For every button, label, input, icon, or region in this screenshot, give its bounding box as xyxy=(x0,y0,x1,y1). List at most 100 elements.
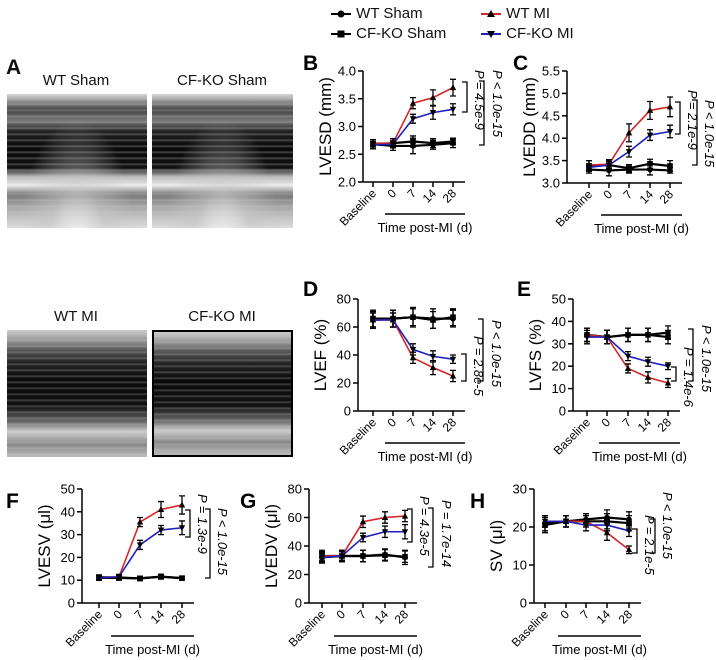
data-point xyxy=(666,103,674,110)
y-tick-label: 20 xyxy=(61,550,75,565)
y-tick-label: 40 xyxy=(337,348,351,363)
x-tick-label: 14 xyxy=(420,415,440,435)
y-tick-label: 40 xyxy=(61,504,75,519)
x-axis-label: Time post-MI (d) xyxy=(594,221,689,236)
y-tick-label: 10 xyxy=(513,558,527,573)
series-wt-mi xyxy=(95,495,186,581)
x-axis-label: Time post-MI (d) xyxy=(378,449,473,464)
data-point xyxy=(449,372,457,379)
x-tick-label: 14 xyxy=(372,607,392,627)
panel-letter: E xyxy=(517,278,531,301)
y-axis-label: SV (μl) xyxy=(487,520,506,572)
data-point xyxy=(646,132,654,139)
significance-bracket xyxy=(650,518,656,554)
y-tick-label: 4.5 xyxy=(542,108,560,123)
legend-label: WT Sham xyxy=(356,5,423,22)
data-point xyxy=(644,373,652,380)
data-point xyxy=(115,574,123,581)
panel-letter-a: A xyxy=(6,56,22,79)
y-axis-label: LVESD (mm) xyxy=(316,77,335,176)
data-point xyxy=(625,546,633,553)
x-tick-label: 7 xyxy=(131,607,146,622)
data-point xyxy=(136,542,144,549)
y-axis-label: LVEDD (mm) xyxy=(520,77,539,177)
y-axis-label: LVESV (μl) xyxy=(35,504,54,587)
y-tick-label: 20 xyxy=(337,376,351,391)
data-point xyxy=(157,527,165,534)
legend-label: CF-KO MI xyxy=(506,25,574,42)
data-point xyxy=(136,518,144,525)
data-point xyxy=(409,99,417,106)
data-point xyxy=(667,163,673,169)
y-tick-label: 3.5 xyxy=(338,91,356,106)
data-point xyxy=(381,514,389,520)
y-tick-label: 20 xyxy=(288,567,302,582)
y-tick-label: 50 xyxy=(61,482,75,497)
significance-bracket xyxy=(688,328,694,382)
y-tick-label: 60 xyxy=(288,510,302,525)
data-point xyxy=(449,84,457,91)
y-axis-label: LVEF (%) xyxy=(311,319,330,391)
y-tick-label: 5.0 xyxy=(542,86,560,101)
x-tick-label: 0 xyxy=(110,607,125,622)
y-tick-label: 0 xyxy=(559,404,566,419)
data-point xyxy=(137,575,143,582)
x-tick-label: 28 xyxy=(440,415,460,435)
panel-letter: D xyxy=(303,278,318,301)
p-value-annotation: P = 2.1e-5 xyxy=(642,515,657,576)
data-point xyxy=(625,528,633,535)
significance-bracket xyxy=(478,318,484,382)
legend-label: WT MI xyxy=(506,5,551,22)
data-point xyxy=(389,317,397,324)
data-point xyxy=(449,106,457,113)
data-point xyxy=(430,317,436,323)
series-cf-ko-mi xyxy=(318,523,409,563)
data-point xyxy=(410,138,416,145)
data-point xyxy=(603,334,611,341)
p-value-annotation: P < 1.0e-15 xyxy=(215,508,230,576)
image-label-cfko-sham: CF-KO Sham xyxy=(176,72,267,89)
data-point xyxy=(646,106,654,113)
significance-bracket xyxy=(479,80,485,146)
data-point xyxy=(665,334,671,340)
data-point xyxy=(583,334,591,341)
x-tick-label: 28 xyxy=(440,186,460,206)
x-tick-label: Baseline xyxy=(337,415,380,458)
x-tick-label: Baseline xyxy=(63,607,106,650)
significance-bracket xyxy=(462,81,468,113)
significance-bracket xyxy=(671,366,677,382)
p-value-annotation: P < 1.0e-15 xyxy=(699,325,714,393)
triangle-up-marker-icon xyxy=(481,10,501,18)
data-point xyxy=(359,534,367,541)
x-tick-label: Baseline xyxy=(553,187,596,230)
x-tick-label: 14 xyxy=(635,415,655,435)
data-point xyxy=(369,142,377,149)
p-value-annotation: P = 1.7e-14 xyxy=(439,500,454,567)
significance-bracket xyxy=(428,507,434,568)
data-point xyxy=(450,314,456,320)
p-value-annotation: P < 1.0e-15 xyxy=(702,100,716,168)
circle-marker-icon xyxy=(331,10,351,18)
y-tick-label: 10 xyxy=(552,381,566,396)
p-value-annotation: P = 1.4e-6 xyxy=(681,347,696,408)
data-point xyxy=(429,364,437,371)
x-tick-label: 0 xyxy=(598,415,613,430)
series-cf-ko-mi xyxy=(369,103,457,149)
p-value-annotation: P < 1.0e-15 xyxy=(660,492,675,560)
data-point xyxy=(409,116,417,123)
y-tick-label: 0 xyxy=(520,596,527,611)
data-point xyxy=(158,573,164,580)
series-cf-ko-mi xyxy=(583,329,672,371)
legend-item-cfko-mi: CF-KO MI xyxy=(480,25,574,43)
data-point xyxy=(645,332,651,338)
data-point xyxy=(603,522,611,529)
y-tick-label: 2.5 xyxy=(338,147,356,162)
x-tick-label: 14 xyxy=(637,187,657,207)
data-point xyxy=(562,518,570,525)
y-tick-label: 80 xyxy=(288,482,302,497)
significance-bracket xyxy=(461,353,467,382)
p-value-annotation: P = 1.3e-9 xyxy=(195,494,210,554)
data-point xyxy=(381,529,389,536)
